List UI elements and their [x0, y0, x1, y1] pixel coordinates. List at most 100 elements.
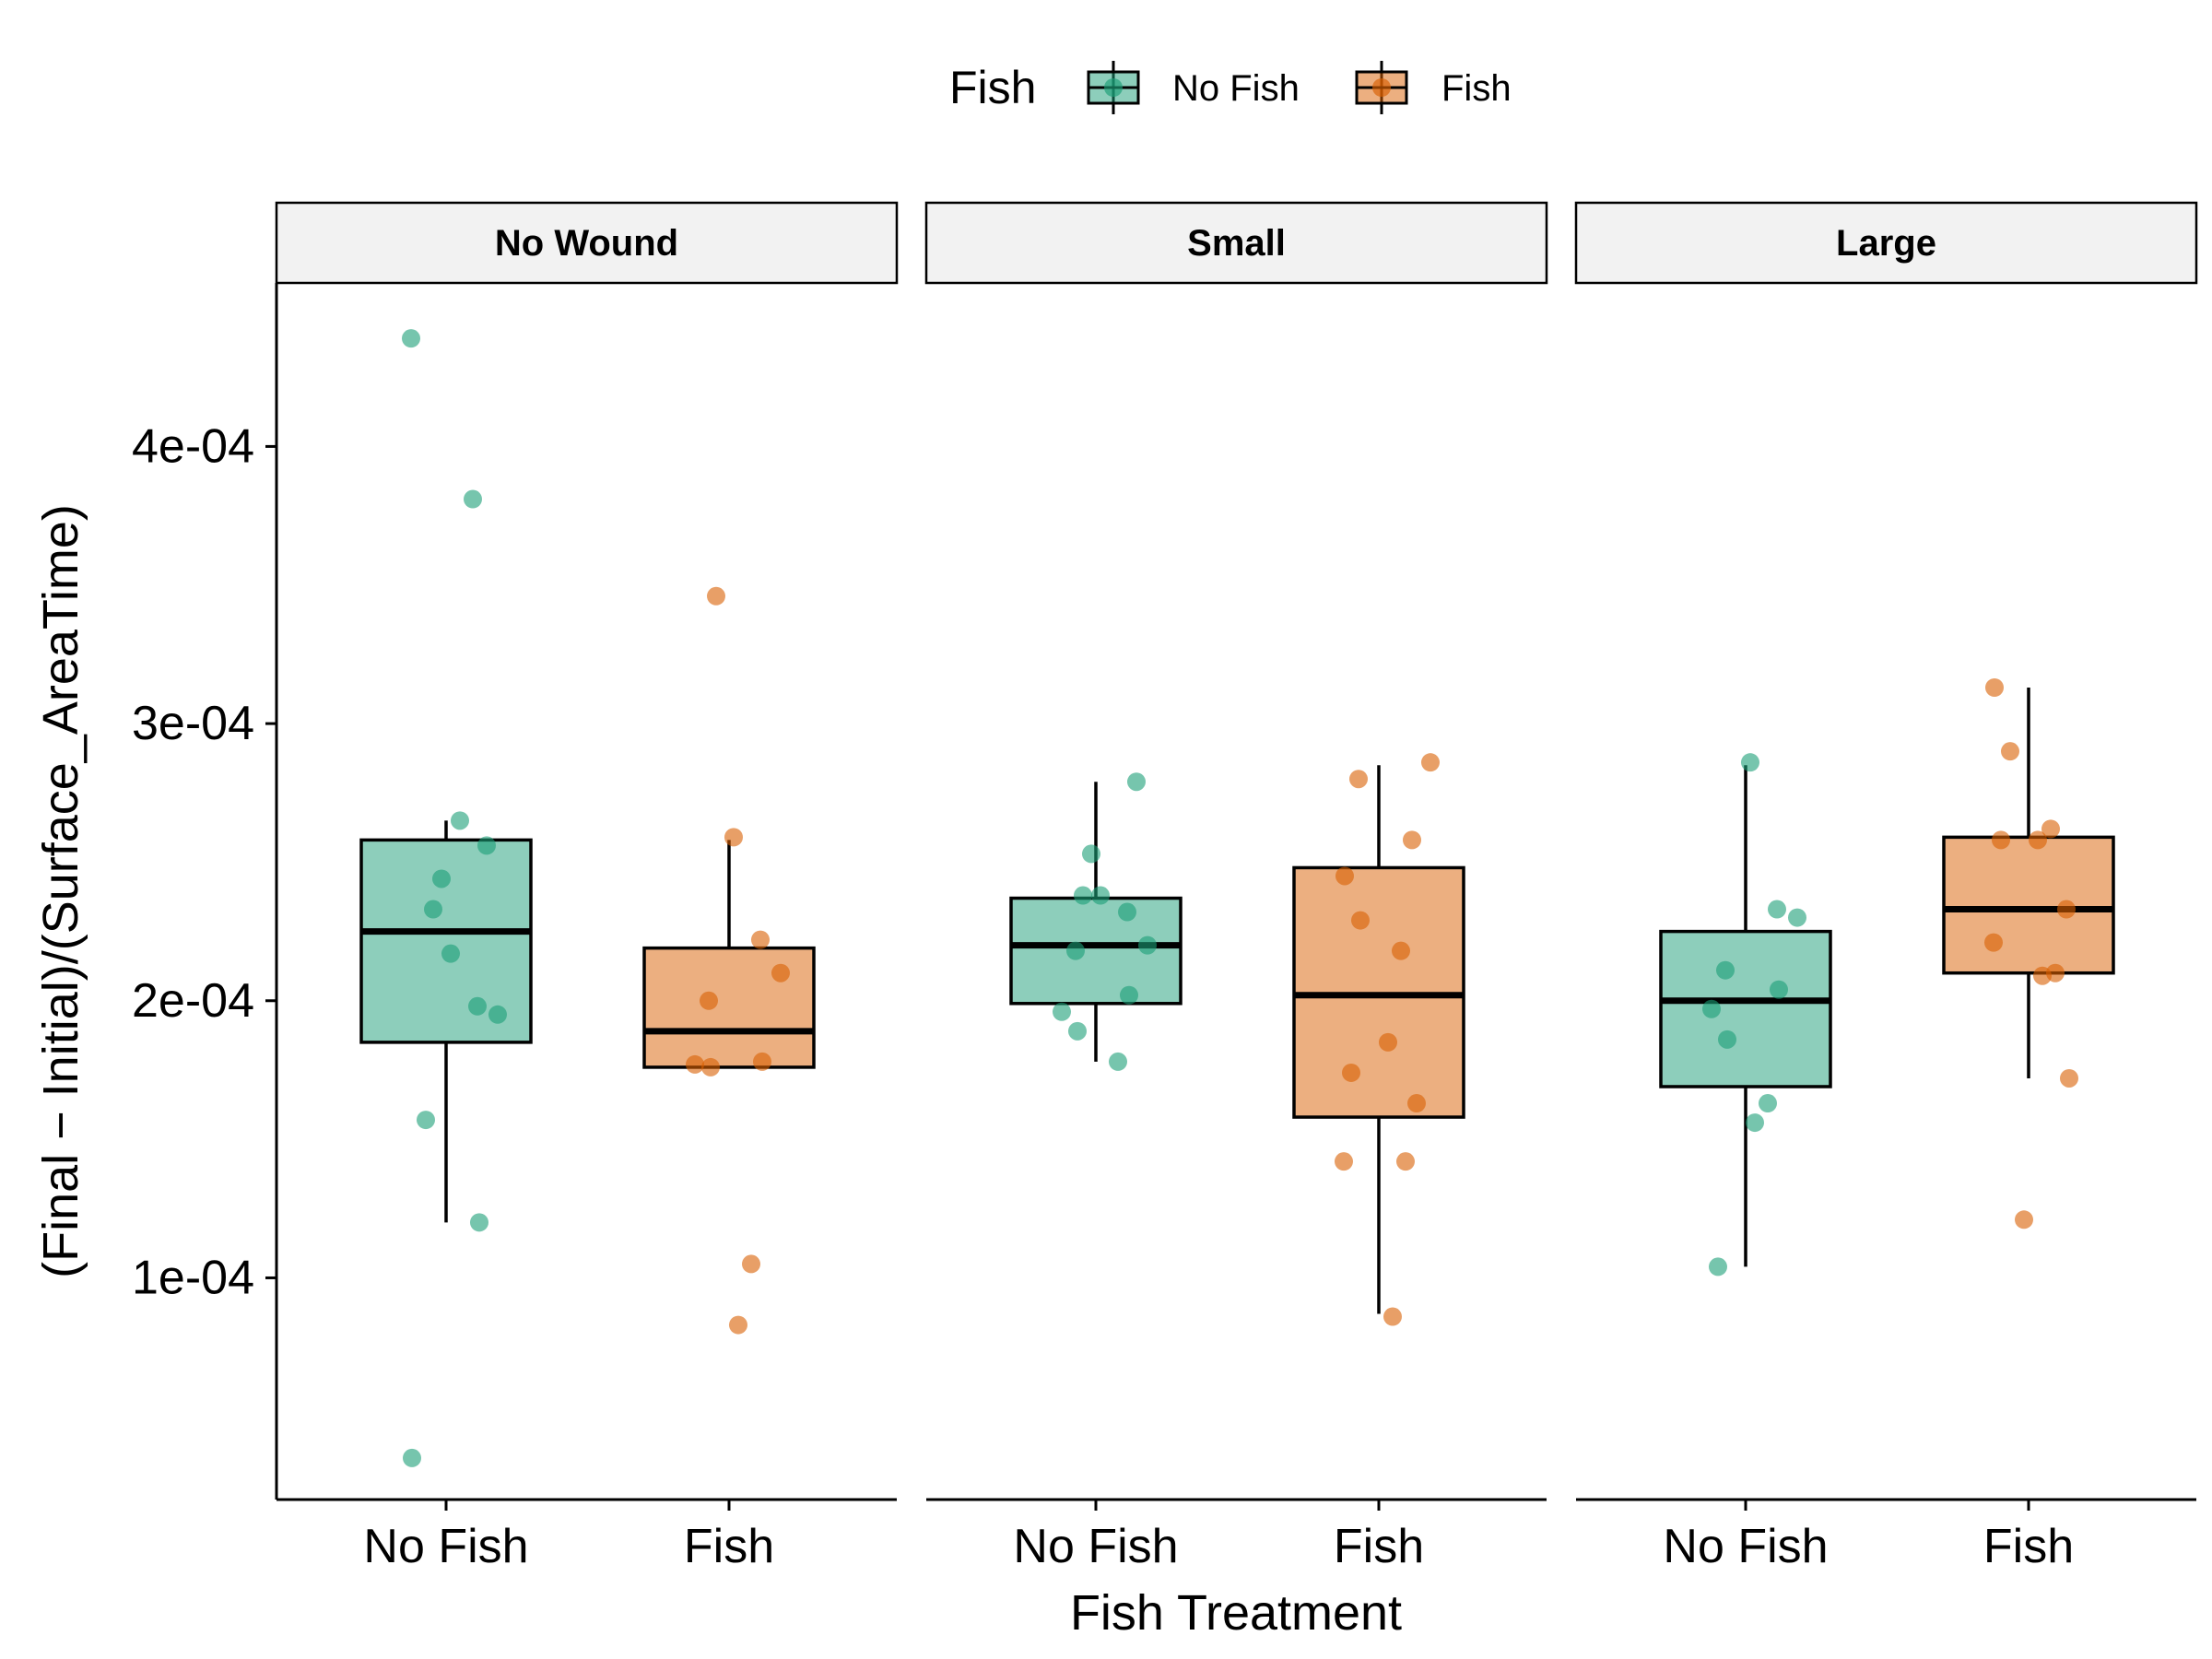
- x-tick-label: No Fish: [363, 1520, 528, 1573]
- data-point: [1746, 1113, 1764, 1133]
- data-point: [707, 586, 725, 606]
- data-point: [753, 1052, 771, 1071]
- data-point: [1403, 830, 1421, 850]
- data-point: [701, 1057, 720, 1077]
- y-tick-label: 4e-04: [132, 419, 254, 473]
- data-point: [1992, 830, 2010, 850]
- box: [642, 946, 816, 1069]
- data-point: [1985, 677, 2004, 697]
- data-point: [1984, 933, 2003, 952]
- data-point: [1759, 1094, 1777, 1113]
- data-point: [1342, 1063, 1360, 1082]
- data-point: [1120, 985, 1138, 1005]
- legend-key-point: [1104, 78, 1123, 97]
- y-axis-title: (Final − Initial)/(Surface_AreaTime): [33, 504, 88, 1278]
- x-tick-label: Fish: [1983, 1520, 2074, 1573]
- data-point: [424, 900, 442, 919]
- data-point: [1127, 772, 1146, 792]
- y-tick-label: 2e-04: [132, 974, 254, 1028]
- x-tick-label: No Fish: [1013, 1520, 1178, 1573]
- data-point: [1109, 1052, 1127, 1071]
- data-point: [1379, 1032, 1397, 1052]
- data-point: [1074, 886, 1092, 905]
- data-point: [403, 1448, 421, 1467]
- data-point: [1396, 1152, 1415, 1171]
- data-point: [1383, 1307, 1402, 1326]
- box: [1009, 896, 1182, 1006]
- x-tick-label: No Fish: [1663, 1520, 1828, 1573]
- data-point: [1138, 935, 1157, 955]
- data-point: [488, 1005, 507, 1024]
- data-point: [470, 1213, 488, 1232]
- data-point: [1349, 770, 1368, 789]
- data-point: [1082, 844, 1100, 864]
- data-point: [1091, 886, 1110, 905]
- data-point: [2015, 1210, 2033, 1230]
- data-point: [1053, 1002, 1071, 1021]
- panel-small: [1009, 753, 1465, 1326]
- facet-label-large: Large: [1836, 223, 1936, 264]
- data-point: [2033, 966, 2052, 985]
- data-point: [451, 811, 469, 830]
- facet-label-no-wound: No Wound: [495, 223, 678, 264]
- legend-key-fish: [1355, 61, 1408, 114]
- x-ticks: No Fish Fish No Fish Fish No Fish Fish: [363, 1500, 2074, 1573]
- data-point: [1718, 1030, 1736, 1049]
- facet-strip-large: [1574, 201, 2198, 285]
- box: [1659, 929, 1832, 1088]
- data-point: [1118, 902, 1136, 922]
- data-point: [432, 869, 451, 888]
- data-point: [402, 329, 420, 348]
- data-point: [729, 1315, 747, 1335]
- data-point: [700, 991, 718, 1010]
- legend-label-fish: Fish: [1441, 68, 1512, 109]
- x-tick-label: Fish: [1334, 1520, 1424, 1573]
- data-point: [1335, 1152, 1353, 1171]
- y-ticks: 1e-04 2e-04 3e-04 4e-04: [132, 419, 276, 1304]
- data-point: [464, 489, 482, 509]
- data-point: [2060, 1068, 2078, 1088]
- facet-strip-small: [924, 201, 1548, 285]
- data-point: [2041, 819, 2060, 839]
- data-point: [2001, 742, 2019, 761]
- data-point: [1702, 999, 1721, 1018]
- box: [1942, 835, 2115, 975]
- legend: Fish No Fish Fish: [949, 61, 1512, 114]
- facet-label-small: Small: [1187, 223, 1286, 264]
- x-tick-label: Fish: [684, 1520, 774, 1573]
- data-point: [1335, 866, 1354, 886]
- data-point: [1068, 1021, 1087, 1041]
- legend-title: Fish: [949, 62, 1036, 113]
- y-tick-label: 1e-04: [132, 1251, 254, 1304]
- data-point: [2029, 830, 2047, 850]
- legend-key-point: [1372, 78, 1391, 97]
- data-point: [771, 963, 790, 982]
- data-point: [1770, 980, 1788, 999]
- x-axis-title: Fish Treatment: [1070, 1585, 1402, 1641]
- data-point: [417, 1111, 435, 1130]
- data-point: [724, 828, 743, 847]
- data-point: [1066, 941, 1085, 960]
- panel-no-wound: [359, 329, 816, 1467]
- data-point: [686, 1054, 704, 1074]
- panel-large: [1659, 677, 2115, 1277]
- data-point: [1421, 753, 1440, 772]
- data-point: [477, 836, 496, 855]
- data-point: [1392, 941, 1410, 960]
- data-point: [1788, 908, 1806, 927]
- data-point: [751, 930, 770, 949]
- facet-strips: No Wound Small Large: [275, 201, 2198, 285]
- data-point: [1768, 900, 1786, 919]
- data-point: [468, 996, 487, 1016]
- facet-strip-no-wound: [275, 201, 899, 285]
- legend-label-no-fish: No Fish: [1172, 68, 1300, 109]
- data-point: [2057, 900, 2076, 919]
- legend-key-no-fish: [1087, 61, 1140, 114]
- data-point: [1407, 1094, 1426, 1113]
- data-point: [1709, 1257, 1727, 1277]
- plot-marks: [359, 329, 2115, 1467]
- data-point: [1716, 960, 1735, 980]
- data-point: [742, 1254, 760, 1274]
- y-tick-label: 3e-04: [132, 697, 254, 750]
